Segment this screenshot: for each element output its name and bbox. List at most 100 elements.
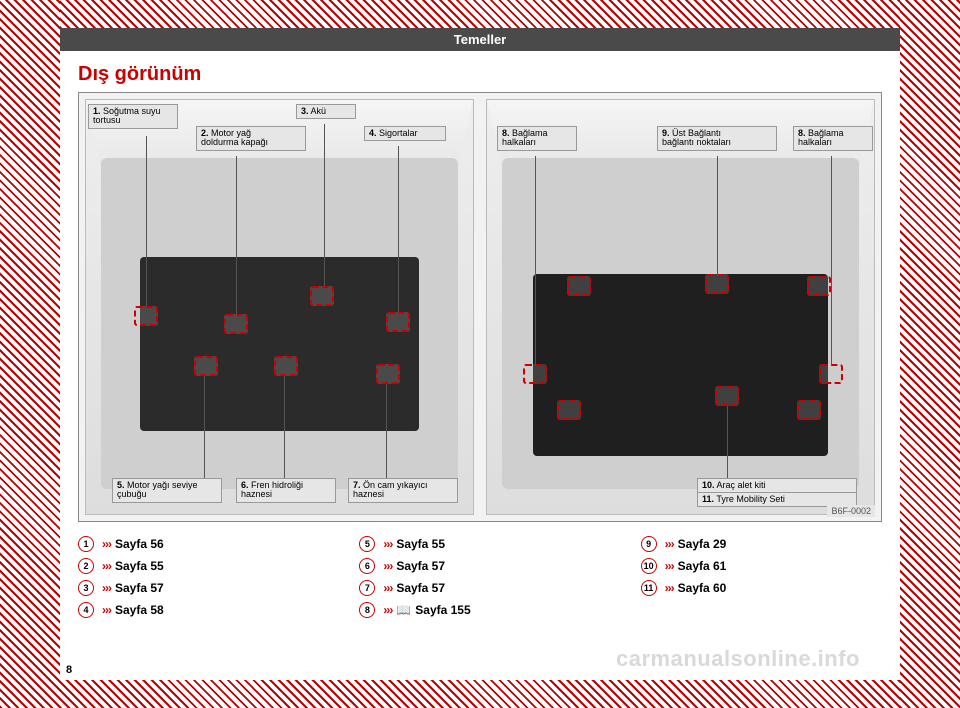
hatch-border-left [0, 0, 60, 708]
section-title: Dış görünüm [78, 63, 900, 86]
page-content: Temeller Dış görünüm 1. Soğutma suyutort… [60, 28, 900, 680]
chevron-icon: ››› [102, 581, 111, 595]
chevron-icon: ››› [102, 559, 111, 573]
callout-label: 1. Soğutma suyutortusu [88, 104, 178, 129]
reference-row[interactable]: 7 ››› Sayfa 57 [359, 580, 600, 596]
reference-text: Sayfa 61 [678, 559, 727, 573]
leader-line [535, 156, 536, 366]
figure-panel-trunk: 8. Bağlamahalkaları 9. Üst Bağlantıbağlan… [486, 99, 875, 515]
reference-badge: 9 [641, 536, 657, 552]
reference-badge: 3 [78, 580, 94, 596]
hatch-border-bottom [0, 680, 960, 708]
reference-badge: 2 [78, 558, 94, 574]
reference-badge: 7 [359, 580, 375, 596]
leader-line [204, 376, 205, 478]
hatch-border-top [0, 0, 960, 28]
callout-label: 5. Motor yağı seviyeçubuğu [112, 478, 222, 503]
callout-hotspot [523, 364, 547, 384]
reference-row[interactable]: 9 ››› Sayfa 29 [641, 536, 882, 552]
chevron-icon: ››› [665, 559, 674, 573]
reference-row[interactable]: 10 ››› Sayfa 61 [641, 558, 882, 574]
reference-text: Sayfa 55 [396, 537, 445, 551]
leader-line [146, 136, 147, 306]
leader-line [236, 156, 237, 316]
leader-line [386, 384, 387, 478]
callout-hotspot [797, 400, 821, 420]
reference-badge: 6 [359, 558, 375, 574]
callout-hotspot [274, 356, 298, 376]
trunk-floor [533, 274, 827, 456]
hatch-border-right [900, 0, 960, 708]
leader-line [727, 406, 728, 478]
reference-badge: 5 [359, 536, 375, 552]
reference-row[interactable]: 11 ››› Sayfa 60 [641, 580, 882, 596]
reference-row[interactable]: 8 ››› 📖 Sayfa 155 [359, 602, 600, 618]
reference-badge: 4 [78, 602, 94, 618]
reference-text: Sayfa 58 [115, 603, 164, 617]
chapter-title: Temeller [60, 28, 900, 51]
reference-badge: 11 [641, 580, 657, 596]
callout-hotspot [807, 276, 831, 296]
leader-line [398, 146, 399, 314]
callout-label: 9. Üst Bağlantıbağlantı noktaları [657, 126, 777, 151]
reference-column: 9 ››› Sayfa 29 10 ››› Sayfa 61 11 ››› Sayfa 60 [641, 536, 882, 624]
reference-text: Sayfa 60 [678, 581, 727, 595]
reference-badge: 8 [359, 602, 375, 618]
leader-line [324, 124, 325, 288]
callout-label: 8. Bağlamahalkaları [793, 126, 873, 151]
callout-label: 3. Akü [296, 104, 356, 119]
callout-label: 2. Motor yağdoldurma kapağı [196, 126, 306, 151]
chevron-icon: ››› [383, 537, 392, 551]
figure: 1. Soğutma suyutortusu 2. Motor yağdoldur… [78, 92, 882, 522]
reference-column: 1 ››› Sayfa 56 2 ››› Sayfa 55 3 ››› Sayfa 57 4 ›››… [78, 536, 319, 624]
callout-hotspot [310, 286, 334, 306]
reference-badge: 1 [78, 536, 94, 552]
chevron-icon: ››› [665, 537, 674, 551]
reference-row[interactable]: 4 ››› Sayfa 58 [78, 602, 319, 618]
callout-hotspot [194, 356, 218, 376]
callout-hotspot [376, 364, 400, 384]
figure-panel-engine: 1. Soğutma suyutortusu 2. Motor yağdoldur… [85, 99, 474, 515]
page-references: 1 ››› Sayfa 56 2 ››› Sayfa 55 3 ››› Sayfa 57 4 ›››… [78, 536, 882, 624]
figure-code: B6F-0002 [827, 505, 875, 517]
callout-hotspot [715, 386, 739, 406]
callout-hotspot [224, 314, 248, 334]
callout-label: 6. Fren hidroliğihaznesi [236, 478, 336, 503]
leader-line [284, 376, 285, 478]
callout-label: 7. Ön cam yıkayıcıhaznesi [348, 478, 458, 503]
booklet-icon: 📖 [396, 603, 411, 617]
chevron-icon: ››› [665, 581, 674, 595]
watermark: carmanualsonline.info [616, 646, 860, 672]
callout-hotspot [705, 274, 729, 294]
chevron-icon: ››› [102, 537, 111, 551]
reference-text: Sayfa 29 [678, 537, 727, 551]
engine-graphic [140, 257, 419, 431]
callout-hotspot [567, 276, 591, 296]
callout-hotspot [386, 312, 410, 332]
reference-text: Sayfa 155 [415, 603, 470, 617]
chevron-icon: ››› [383, 603, 392, 617]
leader-line [717, 156, 718, 276]
reference-text: Sayfa 55 [115, 559, 164, 573]
leader-line [831, 156, 832, 366]
callout-hotspot [134, 306, 158, 326]
reference-text: Sayfa 57 [396, 559, 445, 573]
reference-badge: 10 [641, 558, 657, 574]
chevron-icon: ››› [383, 581, 392, 595]
reference-row[interactable]: 5 ››› Sayfa 55 [359, 536, 600, 552]
callout-label: 8. Bağlamahalkaları [497, 126, 577, 151]
chevron-icon: ››› [383, 559, 392, 573]
reference-row[interactable]: 1 ››› Sayfa 56 [78, 536, 319, 552]
callout-hotspot [557, 400, 581, 420]
reference-text: Sayfa 56 [115, 537, 164, 551]
reference-row[interactable]: 6 ››› Sayfa 57 [359, 558, 600, 574]
reference-row[interactable]: 2 ››› Sayfa 55 [78, 558, 319, 574]
reference-column: 5 ››› Sayfa 55 6 ››› Sayfa 57 7 ››› Sayfa 57 8 ›››… [359, 536, 600, 624]
callout-label: 4. Sigortalar [364, 126, 446, 141]
chevron-icon: ››› [102, 603, 111, 617]
reference-row[interactable]: 3 ››› Sayfa 57 [78, 580, 319, 596]
reference-text: Sayfa 57 [396, 581, 445, 595]
reference-text: Sayfa 57 [115, 581, 164, 595]
callout-hotspot [819, 364, 843, 384]
page-number: 8 [66, 664, 72, 676]
